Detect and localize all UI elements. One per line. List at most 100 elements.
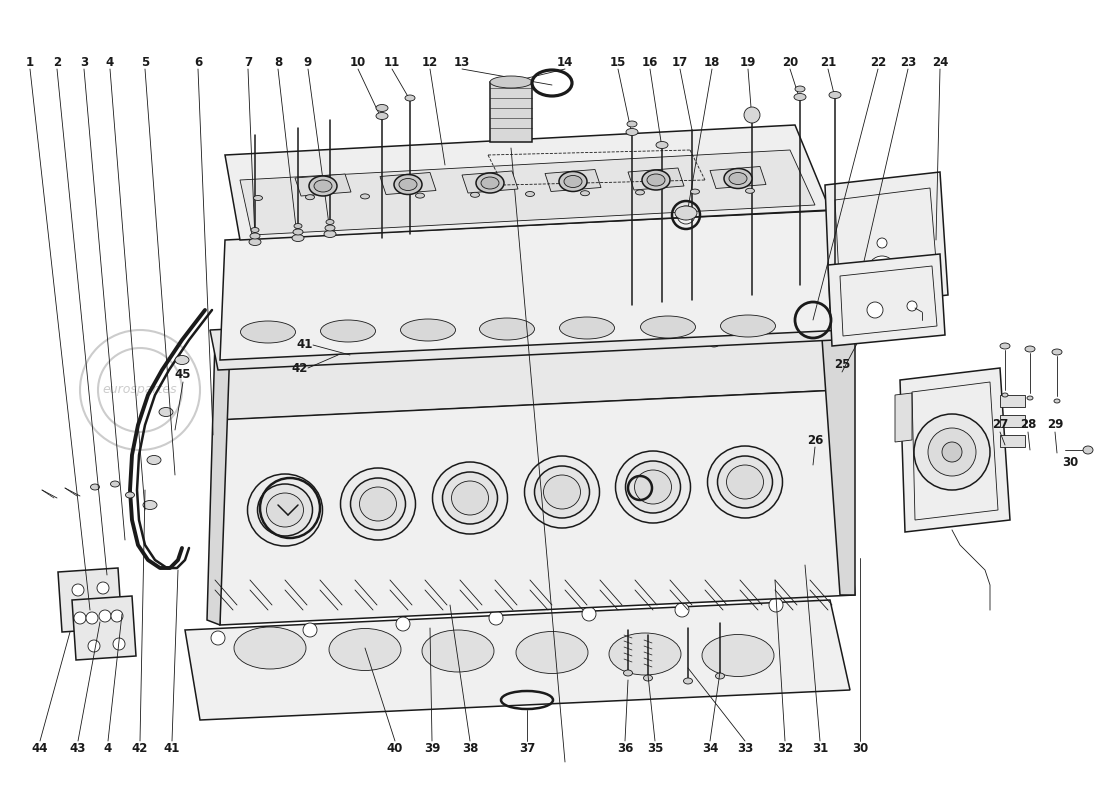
Ellipse shape — [404, 338, 416, 346]
Text: 7: 7 — [244, 55, 252, 69]
Ellipse shape — [616, 451, 691, 523]
Ellipse shape — [1025, 346, 1035, 352]
Ellipse shape — [143, 501, 157, 510]
Text: 42: 42 — [132, 742, 148, 754]
Text: 45: 45 — [175, 369, 191, 382]
Ellipse shape — [526, 191, 535, 197]
Bar — [1000, 415, 1025, 427]
Text: 40: 40 — [387, 742, 404, 754]
Ellipse shape — [251, 227, 258, 233]
Ellipse shape — [609, 633, 681, 675]
Ellipse shape — [720, 315, 775, 337]
Ellipse shape — [293, 229, 303, 235]
Ellipse shape — [249, 238, 261, 246]
Ellipse shape — [766, 331, 778, 338]
Ellipse shape — [717, 456, 772, 508]
Text: 31: 31 — [812, 742, 828, 754]
Text: eurospartes: eurospartes — [723, 189, 798, 202]
Ellipse shape — [400, 319, 455, 341]
Ellipse shape — [451, 481, 488, 515]
Circle shape — [97, 582, 109, 594]
Ellipse shape — [707, 446, 782, 518]
Polygon shape — [542, 333, 568, 347]
Text: 42: 42 — [292, 362, 308, 374]
Text: 11: 11 — [384, 55, 400, 69]
Text: 36: 36 — [617, 742, 634, 754]
Text: eurospartes: eurospartes — [102, 383, 177, 397]
Ellipse shape — [399, 178, 417, 190]
Ellipse shape — [361, 194, 370, 199]
Text: 14: 14 — [557, 55, 573, 69]
Circle shape — [111, 610, 123, 622]
Ellipse shape — [90, 484, 99, 490]
Text: 15: 15 — [609, 55, 626, 69]
Ellipse shape — [635, 470, 671, 504]
Polygon shape — [628, 168, 684, 190]
Circle shape — [675, 603, 689, 617]
Text: 32: 32 — [777, 742, 793, 754]
Text: 44: 44 — [32, 742, 48, 754]
Text: 8: 8 — [274, 55, 282, 69]
Circle shape — [877, 238, 887, 248]
Text: 9: 9 — [304, 55, 312, 69]
Ellipse shape — [277, 350, 287, 356]
Text: 41: 41 — [297, 338, 313, 351]
Text: 37: 37 — [519, 742, 535, 754]
Text: 38: 38 — [462, 742, 478, 754]
Circle shape — [914, 414, 990, 490]
Ellipse shape — [416, 193, 425, 198]
Circle shape — [878, 266, 886, 274]
Polygon shape — [688, 330, 713, 344]
Polygon shape — [379, 173, 436, 194]
Ellipse shape — [1084, 446, 1093, 454]
Ellipse shape — [637, 342, 647, 349]
Ellipse shape — [640, 316, 695, 338]
Ellipse shape — [234, 627, 306, 669]
Circle shape — [396, 617, 410, 631]
Circle shape — [490, 611, 503, 625]
Text: eurospartes: eurospartes — [266, 539, 834, 621]
Circle shape — [74, 612, 86, 624]
Text: 22: 22 — [870, 55, 887, 69]
Ellipse shape — [724, 169, 752, 189]
Ellipse shape — [147, 455, 161, 465]
Text: 2: 2 — [53, 55, 62, 69]
Ellipse shape — [621, 334, 632, 341]
Polygon shape — [825, 172, 948, 308]
Ellipse shape — [309, 176, 337, 196]
Ellipse shape — [292, 234, 304, 242]
Ellipse shape — [405, 95, 415, 101]
Circle shape — [867, 302, 883, 318]
Ellipse shape — [160, 407, 173, 417]
Ellipse shape — [746, 188, 755, 194]
Ellipse shape — [442, 472, 497, 524]
Ellipse shape — [565, 344, 575, 350]
Ellipse shape — [794, 94, 806, 101]
Ellipse shape — [829, 91, 842, 98]
Ellipse shape — [675, 206, 697, 220]
Circle shape — [113, 638, 125, 650]
Polygon shape — [759, 329, 785, 342]
Text: 41: 41 — [164, 742, 180, 754]
Polygon shape — [207, 340, 230, 625]
Text: 10: 10 — [350, 55, 366, 69]
Ellipse shape — [432, 462, 507, 534]
Circle shape — [72, 584, 84, 596]
Text: 1: 1 — [26, 55, 34, 69]
Ellipse shape — [642, 170, 670, 190]
Ellipse shape — [726, 465, 763, 499]
Ellipse shape — [691, 189, 700, 194]
Circle shape — [744, 107, 760, 123]
Polygon shape — [214, 390, 855, 625]
Text: 30: 30 — [1062, 455, 1078, 469]
Polygon shape — [614, 331, 640, 346]
Ellipse shape — [326, 219, 334, 225]
Text: 4: 4 — [103, 742, 112, 754]
Ellipse shape — [351, 478, 406, 530]
Ellipse shape — [543, 475, 581, 509]
Bar — [1000, 395, 1025, 407]
Ellipse shape — [320, 320, 375, 342]
Ellipse shape — [581, 190, 590, 196]
Ellipse shape — [549, 335, 561, 342]
Ellipse shape — [525, 456, 600, 528]
